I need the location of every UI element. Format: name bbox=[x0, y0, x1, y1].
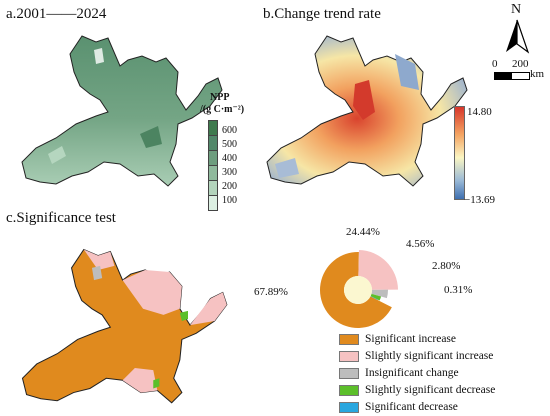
npp-map bbox=[21, 35, 223, 187]
pct-significant-decrease: 0.31% bbox=[444, 284, 473, 296]
legend-item: Slightly significant increase bbox=[339, 350, 493, 362]
npp-tick: 100 bbox=[222, 195, 237, 206]
legend-swatch bbox=[339, 333, 359, 345]
trend-color-ramp bbox=[454, 106, 465, 200]
north-arrow-icon bbox=[506, 19, 530, 54]
legend-label: Significant decrease bbox=[365, 401, 458, 413]
panel-a-title: a.2001——2024 bbox=[6, 6, 107, 22]
legend-swatch bbox=[339, 367, 359, 379]
legend-swatch bbox=[339, 350, 359, 362]
npp-tick: 200 bbox=[222, 181, 237, 192]
significance-chart bbox=[320, 250, 398, 328]
scale-unit: km bbox=[530, 68, 545, 80]
pct-significant-increase: 67.89% bbox=[254, 286, 288, 298]
legend-label: Insignificant change bbox=[365, 367, 459, 379]
legend-swatch bbox=[339, 384, 359, 396]
legend-item: Significant increase bbox=[339, 333, 456, 345]
npp-legend-swatch bbox=[208, 135, 218, 150]
npp-tick: 400 bbox=[222, 153, 237, 164]
npp-legend-swatch bbox=[208, 195, 218, 211]
npp-tick: 300 bbox=[222, 167, 237, 178]
npp-legend-swatch bbox=[208, 150, 218, 165]
npp-legend-swatch bbox=[208, 120, 218, 135]
scale-bar bbox=[494, 72, 530, 80]
pct-slightly-significant-increase: 24.44% bbox=[346, 226, 380, 238]
significance-map bbox=[21, 249, 228, 404]
pie-slice bbox=[358, 250, 398, 290]
legend-label: Significant increase bbox=[365, 333, 457, 345]
npp-legend-unit: /(g C·m⁻²) bbox=[200, 104, 245, 115]
legend-item: Slightly significant decrease bbox=[339, 384, 495, 396]
trend-min-label: −13.69 bbox=[464, 194, 495, 206]
pct-slightly-significant-decrease: 2.80% bbox=[432, 260, 461, 272]
trend-rate-map bbox=[266, 35, 468, 187]
north-label: N bbox=[511, 2, 522, 17]
pie-center bbox=[344, 276, 372, 304]
npp-legend-swatch bbox=[208, 180, 218, 195]
pct-insignificant-change: 4.56% bbox=[406, 238, 435, 250]
pie-slice bbox=[320, 252, 392, 328]
legend-label: Slightly significant increase bbox=[365, 350, 494, 362]
legend-item: Insignificant change bbox=[339, 367, 459, 379]
panel-b-title: b.Change trend rate bbox=[263, 6, 381, 22]
npp-tick: 500 bbox=[222, 139, 237, 150]
npp-tick: 600 bbox=[222, 125, 237, 136]
scale-value: 200 bbox=[512, 58, 529, 70]
legend-item: Significant decrease bbox=[339, 401, 458, 413]
panel-c-title: c.Significance test bbox=[6, 210, 116, 226]
scale-zero: 0 bbox=[492, 58, 498, 70]
pie-slice bbox=[371, 289, 388, 299]
legend-label: Slightly significant decrease bbox=[365, 384, 496, 396]
npp-legend-bar bbox=[208, 120, 218, 211]
legend-swatch bbox=[339, 401, 359, 413]
pie-slice bbox=[370, 296, 378, 300]
npp-legend-title: NPP bbox=[210, 92, 230, 103]
trend-max-label: 14.80 bbox=[467, 106, 492, 118]
pie-slice bbox=[370, 293, 382, 301]
npp-legend-swatch bbox=[208, 165, 218, 180]
